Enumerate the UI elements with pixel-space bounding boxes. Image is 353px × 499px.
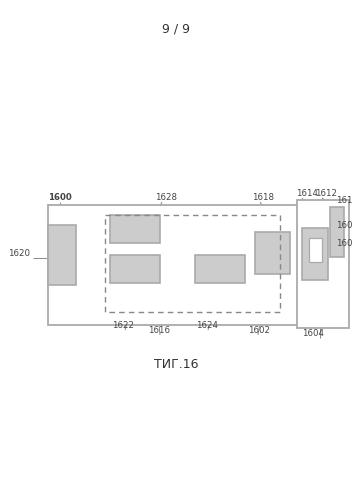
Text: 1604: 1604 [302,329,324,338]
Bar [105,215,280,312]
Bar [330,207,344,257]
Text: 1622: 1622 [112,321,134,330]
Text: 1600: 1600 [48,193,72,202]
Bar [195,255,245,283]
Text: 1612: 1612 [315,189,337,198]
Bar [297,200,349,328]
Text: 1620: 1620 [8,249,30,258]
Bar [48,205,313,325]
Text: 1624: 1624 [196,321,218,330]
Text: 1618: 1618 [252,193,274,202]
Text: 1602: 1602 [248,326,270,335]
Bar [48,225,76,285]
Bar [110,215,160,243]
Bar [255,232,290,274]
Text: 1614: 1614 [296,189,318,198]
Text: 9 / 9: 9 / 9 [162,22,191,35]
Bar [110,255,160,283]
Bar [302,228,328,280]
Bar [309,238,322,262]
Text: 1628: 1628 [155,193,177,202]
Text: 1608: 1608 [336,221,353,230]
Text: 1610: 1610 [336,196,353,205]
Text: 1616: 1616 [148,326,170,335]
Text: 1606: 1606 [336,239,353,248]
Text: ΤИГ.16: ΤИГ.16 [154,358,199,371]
